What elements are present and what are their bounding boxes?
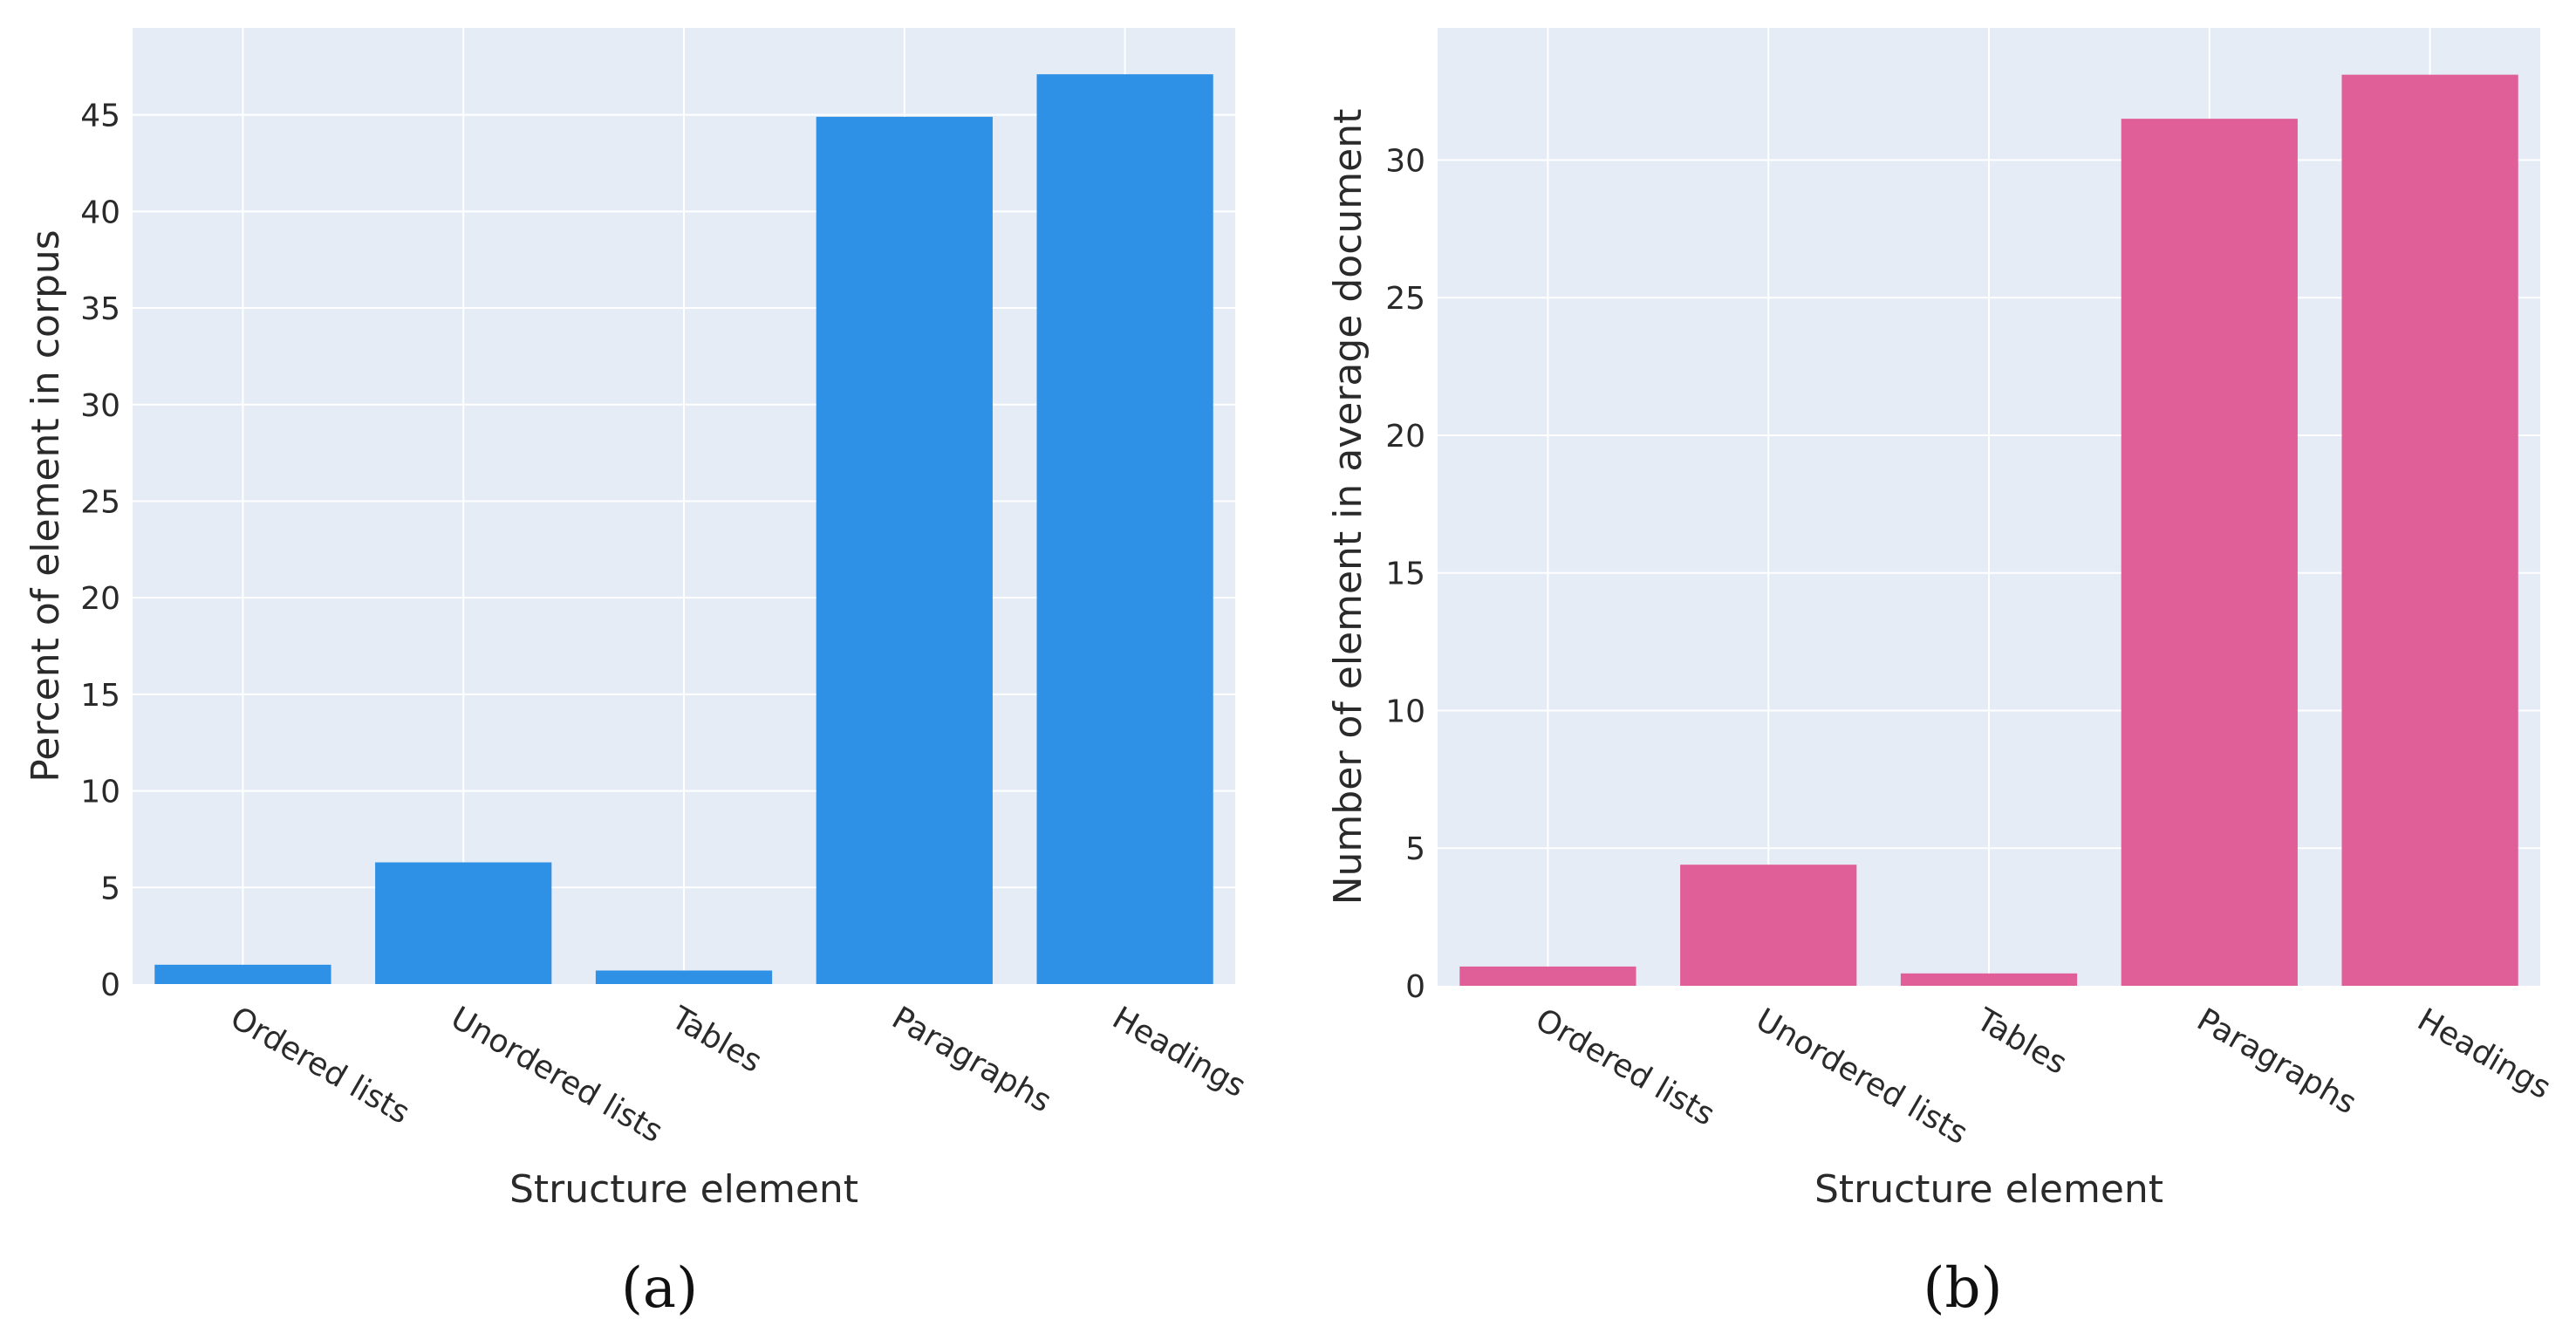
y-tick-label: 15 [80, 678, 120, 714]
y-tick-label: 15 [1385, 557, 1425, 592]
bar-tables [1900, 973, 2078, 986]
bar-paragraphs [816, 116, 993, 984]
x-axis-title: Structure element [509, 1167, 858, 1212]
x-tick-label: Unordered lists [1750, 1001, 1973, 1152]
y-tick-label: 5 [100, 871, 120, 906]
panel-caption: (b) [1923, 1256, 2003, 1321]
y-tick-label: 0 [1405, 969, 1425, 1005]
y-tick-label: 20 [80, 581, 120, 617]
y-tick-label: 25 [80, 484, 120, 520]
x-tick-label: Headings [1106, 1000, 1251, 1104]
y-axis-title: Percent of element in corpus [24, 229, 68, 782]
bar-ordered-lists [154, 964, 331, 984]
y-tick-label: 25 [1385, 281, 1425, 317]
bar-paragraphs [2121, 119, 2298, 986]
y-tick-label: 40 [80, 195, 120, 230]
x-tick-label: Paragraphs [2191, 1001, 2362, 1121]
x-tick-label: Ordered lists [1529, 1001, 1720, 1132]
x-tick-label: Unordered lists [445, 1000, 668, 1150]
x-axis-title: Structure element [1814, 1167, 2163, 1212]
x-tick-label: Tables [665, 1000, 768, 1080]
y-axis-title: Number of element in average document [1326, 109, 1370, 906]
y-tick-label: 30 [80, 388, 120, 424]
bar-tables [595, 970, 773, 984]
y-tick-label: 0 [100, 967, 120, 1003]
bar-unordered-lists [1680, 865, 1857, 986]
panel-caption: (a) [621, 1256, 698, 1321]
bar-headings [2341, 74, 2518, 986]
bar-headings [1036, 74, 1213, 984]
x-tick-label: Tables [1970, 1001, 2073, 1082]
chart-panel-b: 0 5 10 15 20 25 30 Ordered lists Unordered lists… [1326, 28, 2557, 1321]
x-tick-label: Ordered lists [224, 1000, 415, 1131]
bar-unordered-lists [375, 862, 552, 984]
y-tick-label: 10 [1385, 694, 1425, 729]
x-tick-label: Paragraphs [886, 1000, 1057, 1119]
y-tick-label: 30 [1385, 143, 1425, 179]
y-tick-label: 35 [80, 291, 120, 327]
y-tick-label: 45 [80, 99, 120, 134]
x-tick-label: Headings [2411, 1001, 2556, 1106]
y-tick-label: 10 [80, 775, 120, 810]
y-tick-label: 20 [1385, 419, 1425, 455]
chart-panel-a: 0 5 10 15 20 25 30 35 40 45 Ordered lists Unordered… [24, 28, 1252, 1321]
bar-ordered-lists [1459, 966, 1636, 986]
y-tick-label: 5 [1405, 831, 1425, 867]
